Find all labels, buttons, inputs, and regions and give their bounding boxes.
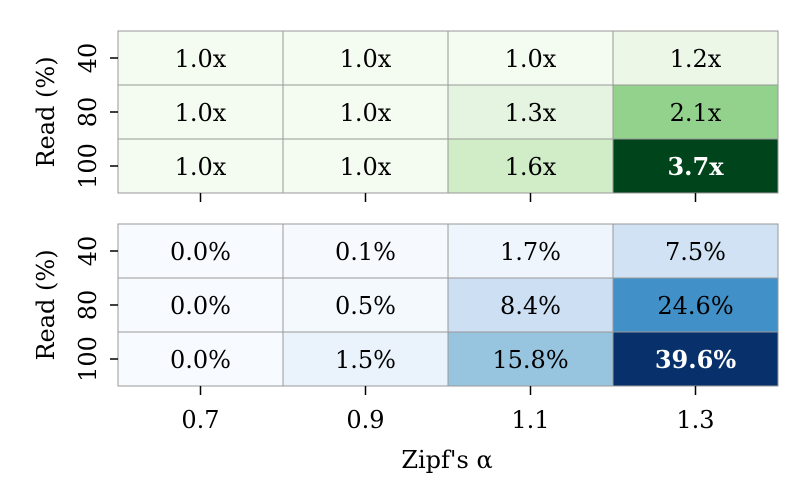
cell-value-label: 1.0x — [175, 45, 227, 73]
cell-value-label: 7.5% — [665, 238, 726, 266]
y-axis-title: Read (%) — [32, 56, 60, 167]
heatmap-cell — [612, 84, 779, 140]
heatmap-cell — [282, 138, 449, 194]
heatmap-cell — [117, 30, 284, 86]
y-tick-label: 40 — [74, 236, 102, 267]
cell-value-label: 1.0x — [175, 153, 227, 181]
cell-value-label: 1.3x — [505, 99, 557, 127]
cell-value-label: 1.5% — [335, 346, 396, 374]
x-tick-label: 1.3 — [676, 406, 714, 434]
cell-value-label: 0.1% — [335, 238, 396, 266]
heatmap-cell — [612, 138, 779, 194]
heatmap-cell — [447, 277, 614, 333]
cell-value-label: 2.1x — [670, 99, 722, 127]
cell-value-label: 1.0x — [505, 45, 557, 73]
y-axis-title: Read (%) — [32, 249, 60, 360]
cell-value-label: 3.7x — [667, 152, 724, 181]
cell-value-label: 39.6% — [655, 345, 736, 374]
cell-value-label: 1.6x — [505, 153, 557, 181]
heatmap-cell — [282, 223, 449, 279]
heatmap-cell — [282, 277, 449, 333]
percentage-heatmap: 0.0% 0.1% 1.7% 7.5% 0.0% 0.5% 8.4% 24.6% 0.0% 1.5… — [32, 223, 779, 434]
heatmap-cell — [612, 30, 779, 86]
heatmap-cell — [117, 277, 284, 333]
heatmap-cell — [282, 30, 449, 86]
cell-value-label: 1.7% — [500, 238, 561, 266]
x-tick-label: 0.7 — [181, 406, 219, 434]
cell-value-label: 1.2x — [670, 45, 722, 73]
cell-value-label: 1.0x — [175, 99, 227, 127]
x-axis-title: Zipf's α — [401, 446, 492, 474]
heatmap-cell — [447, 331, 614, 387]
y-tick-label: 80 — [74, 97, 102, 128]
cell-value-label: 24.6% — [657, 292, 733, 320]
heatmap-cell — [117, 223, 284, 279]
x-tick-label: 0.9 — [346, 406, 384, 434]
cell-value-label: 8.4% — [500, 292, 561, 320]
heatmap-cell — [117, 331, 284, 387]
heatmap-cell — [612, 277, 779, 333]
cell-value-label: 0.0% — [170, 346, 231, 374]
cell-value-label: 15.8% — [492, 346, 568, 374]
heatmap-cell — [117, 84, 284, 140]
cell-value-label: 1.0x — [340, 99, 392, 127]
cell-value-label: 1.0x — [340, 45, 392, 73]
y-tick-label: 40 — [74, 43, 102, 74]
cell-value-label: 1.0x — [340, 153, 392, 181]
cell-value-label: 0.5% — [335, 292, 396, 320]
heatmap-cell — [612, 331, 779, 387]
heatmap-cell — [282, 84, 449, 140]
y-tick-label: 80 — [74, 290, 102, 321]
heatmap-cell — [447, 223, 614, 279]
y-tick-label: 100 — [74, 336, 102, 382]
speedup-heatmap: 1.0x 1.0x 1.0x 1.2x 1.0x 1.0x 1.3x 2.1x 1.0x 1.0x… — [32, 30, 779, 202]
cell-value-label: 0.0% — [170, 238, 231, 266]
x-tick-label: 1.1 — [511, 406, 549, 434]
heatmap-cell — [447, 30, 614, 86]
heatmap-cell — [612, 223, 779, 279]
y-tick-label: 100 — [74, 143, 102, 189]
heatmap-cell — [282, 331, 449, 387]
cell-value-label: 0.0% — [170, 292, 231, 320]
